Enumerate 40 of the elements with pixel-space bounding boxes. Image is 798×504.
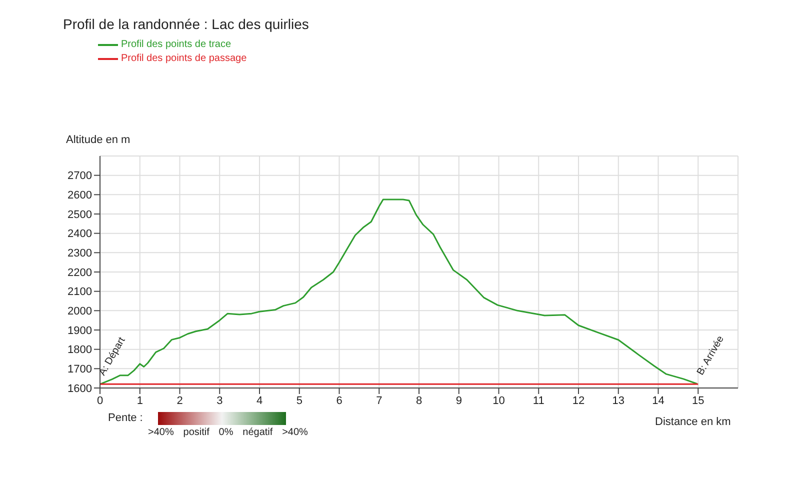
y-tick-label: 2400 xyxy=(68,228,92,240)
x-axis-title: Distance en km xyxy=(655,416,731,428)
x-tick-label: 9 xyxy=(456,394,462,407)
x-tick-label: 5 xyxy=(296,394,302,407)
x-tick-label: 8 xyxy=(416,394,422,407)
chart-title: Profil de la randonnée : Lac des quirlies xyxy=(63,16,309,32)
y-tick-label: 2000 xyxy=(68,306,92,318)
text: Pente : xyxy=(108,412,143,424)
text: positif xyxy=(183,427,210,438)
x-tick-label: 12 xyxy=(572,394,585,407)
x-tick-label: 4 xyxy=(256,394,263,407)
y-tick-label: 2700 xyxy=(68,170,92,182)
x-tick-label: 15 xyxy=(692,394,704,407)
y-tick-label: 2100 xyxy=(68,286,92,298)
x-tick-label: 11 xyxy=(532,394,544,407)
text: 0% xyxy=(218,427,234,438)
y-tick-label: 1800 xyxy=(68,344,92,356)
text: >40% xyxy=(148,427,174,438)
x-tick-label: 14 xyxy=(652,394,664,407)
x-tick-label: 13 xyxy=(612,394,624,407)
y-tick-label: 2600 xyxy=(68,190,92,202)
x-tick-label: 0 xyxy=(96,394,104,407)
y-tick-label: 1900 xyxy=(68,324,92,337)
y-tick-label: 2500 xyxy=(68,208,92,221)
text: négatif xyxy=(242,427,273,438)
y-axis-title: Altitude en m xyxy=(66,134,130,146)
x-tick-label: 1 xyxy=(136,394,143,407)
y-tick-label: 1600 xyxy=(68,382,92,395)
y-tick-label: 1700 xyxy=(68,364,92,376)
legend-label: Profil des points de passage xyxy=(120,52,247,66)
legend-label: Profil des points de trace xyxy=(120,38,232,52)
x-tick-label: 2 xyxy=(176,394,183,407)
x-tick-label: 3 xyxy=(216,394,223,407)
text: >40% xyxy=(282,427,308,438)
x-tick-label: 7 xyxy=(376,394,382,407)
line-series xyxy=(100,198,698,385)
y-tick-label: 2300 xyxy=(68,248,92,260)
y-tick-label: 2200 xyxy=(68,266,92,279)
x-tick-label: 10 xyxy=(492,394,505,407)
x-tick-label: 6 xyxy=(336,394,342,407)
